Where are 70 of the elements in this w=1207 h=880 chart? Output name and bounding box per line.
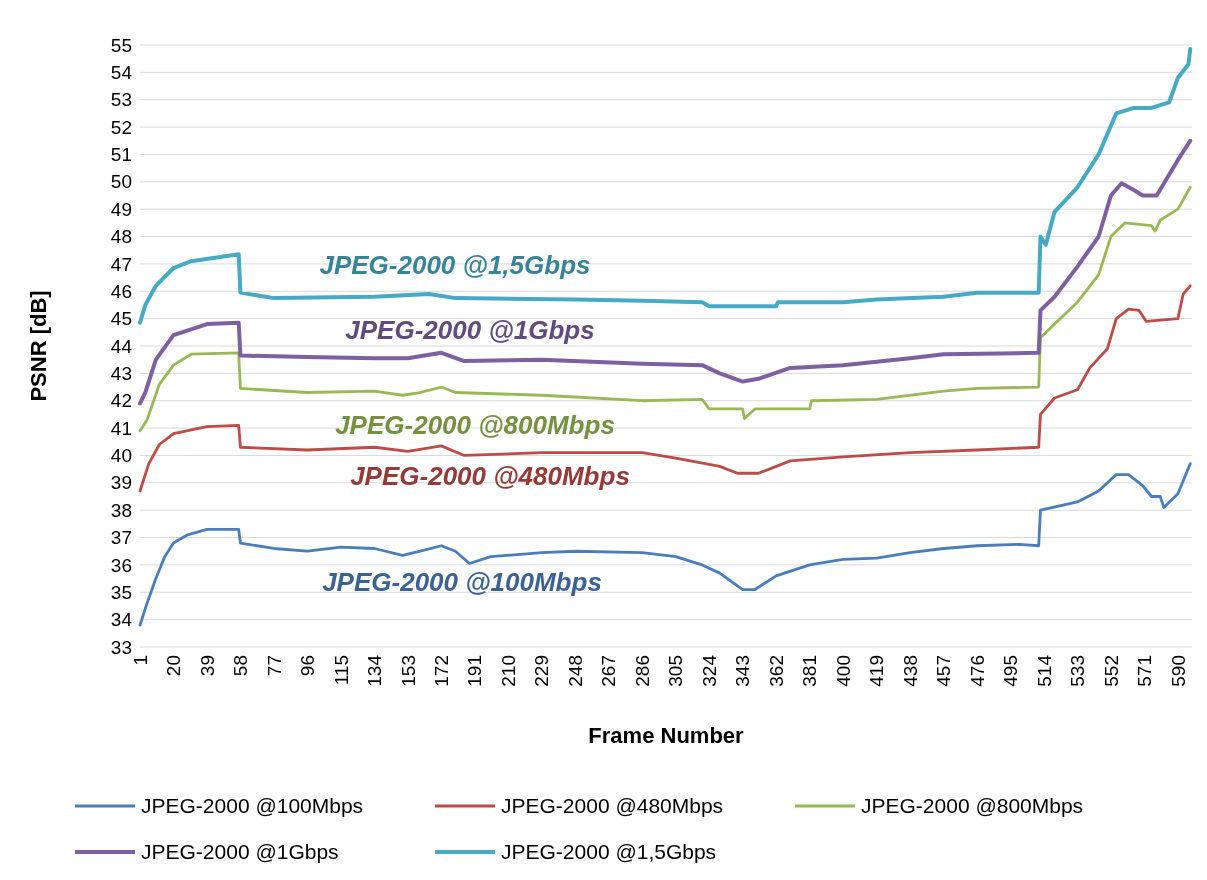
x-tick-label: 305 [665,655,687,687]
x-tick-label: 324 [698,654,720,687]
x-tick-label: 476 [966,655,988,687]
x-tick-label: 381 [799,655,821,687]
y-tick-label: 43 [110,363,132,385]
x-tick-label: 115 [330,655,352,686]
x-tick-label: 495 [1000,655,1022,687]
line-series [138,462,1192,627]
x-tick-label: 286 [631,655,653,687]
x-tick-label: 438 [899,655,921,687]
legend-label: JPEG-2000 @100Mbps [141,794,364,818]
y-tick-label: 53 [110,89,132,111]
x-tick-label: 96 [297,655,319,677]
legend-label: JPEG-2000 @480Mbps [501,794,724,818]
y-tick-label: 40 [110,445,132,467]
annotation: JPEG-2000 @480Mbps [350,461,630,492]
x-tick-label: 229 [531,655,553,687]
y-tick-label: 54 [110,62,133,84]
x-tick-label: 210 [497,655,519,687]
x-tick-label: 362 [765,655,787,687]
x-tick-label: 343 [732,655,754,687]
y-tick-label: 50 [110,171,132,193]
y-tick-label: 46 [110,280,132,302]
x-tick-label: 77 [263,655,285,677]
line-series [138,284,1192,493]
annotation: JPEG-2000 @800Mbps [335,410,615,441]
y-tick-label: 48 [110,226,132,248]
y-tick-label: 47 [110,253,132,275]
x-tick-label: 267 [598,655,620,687]
x-tick-label: 172 [430,655,452,687]
x-tick-label: 58 [230,655,252,677]
legend-label: JPEG-2000 @800Mbps [861,794,1084,818]
x-tick-label: 533 [1067,655,1089,687]
annotation: JPEG-2000 @100Mbps [322,567,602,598]
x-tick-label: 514 [1033,654,1055,687]
y-tick-label: 51 [110,144,132,166]
y-tick-label: 55 [110,34,132,56]
x-tick-label: 400 [832,655,854,687]
line-series [138,138,1193,406]
x-tick-label: 419 [866,655,888,687]
y-tick-label: 42 [110,390,132,412]
x-tick-label: 1 [129,655,151,666]
legend-label: JPEG-2000 @1Gbps [141,840,339,864]
y-tick-label: 38 [110,499,132,521]
y-tick-label: 52 [110,116,132,138]
x-tick-label: 571 [1134,655,1156,687]
y-tick-label: 35 [110,581,132,603]
x-tick-label: 457 [933,655,955,687]
annotation: JPEG-2000 @1,5Gbps [319,250,591,281]
y-tick-label: 39 [110,472,132,494]
x-tick-label: 590 [1167,655,1189,687]
x-tick-label: 153 [397,655,419,687]
y-tick-label: 34 [110,609,133,631]
y-tick-label: 44 [110,335,133,357]
x-tick-label: 191 [464,655,486,687]
annotation: JPEG-2000 @1Gbps [345,315,595,346]
y-tick-label: 41 [110,417,132,439]
y-tick-label: 33 [110,636,132,658]
x-tick-label: 20 [163,655,185,677]
y-axis-title: PSNR [dB] [26,290,51,402]
y-tick-label: 36 [110,554,132,576]
y-tick-label: 49 [110,198,132,220]
x-tick-label: 248 [564,655,586,687]
x-tick-label: 552 [1100,655,1122,687]
y-tick-label: 45 [110,308,132,330]
x-axis-title: Frame Number [588,723,745,748]
y-tick-label: 37 [110,527,132,549]
legend-label: JPEG-2000 @1,5Gbps [501,840,717,864]
x-tick-label: 134 [364,654,386,687]
x-tick-label: 39 [196,655,218,677]
